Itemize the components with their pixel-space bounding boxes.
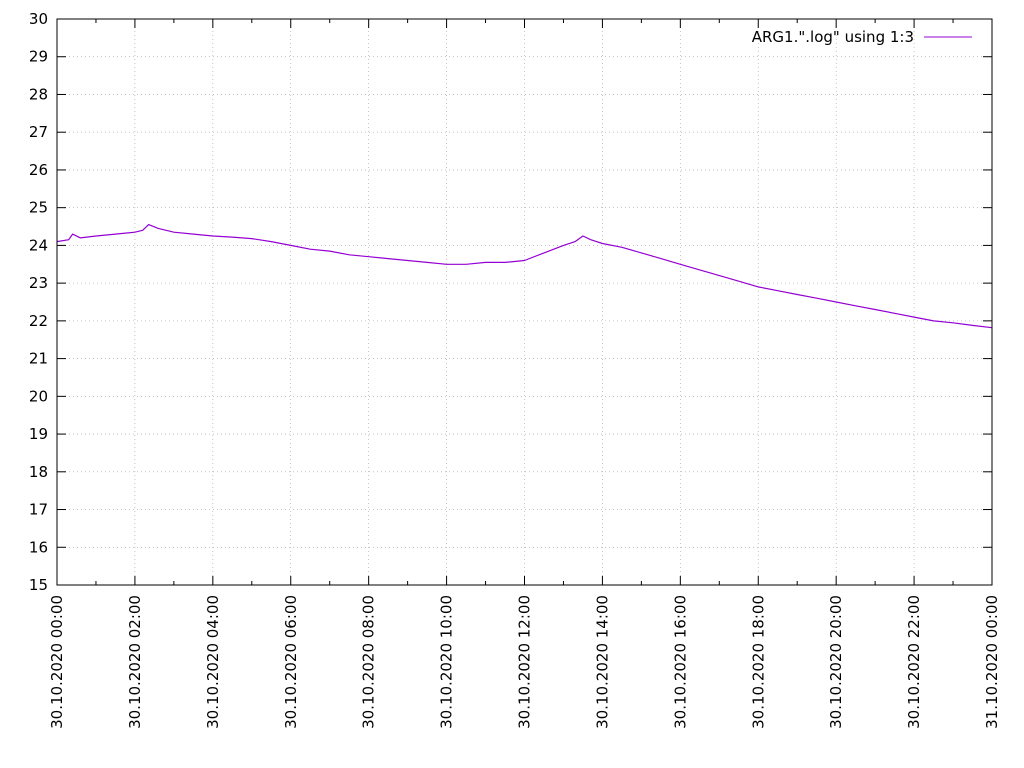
grid-lines bbox=[57, 19, 992, 585]
x-tick-label: 30.10.2020 10:00 bbox=[438, 595, 456, 729]
y-tick-labels: 15 16 17 18 19 20 21 22 23 24 25 26 27 28 29 30 bbox=[29, 10, 48, 594]
legend: ARG1.".log" using 1:3 bbox=[752, 28, 972, 46]
x-tick-label: 30.10.2020 02:00 bbox=[126, 595, 144, 729]
x-tick-label: 30.10.2020 18:00 bbox=[749, 595, 767, 729]
y-tick-label: 18 bbox=[29, 463, 48, 481]
axis-ticks bbox=[56, 18, 993, 586]
y-tick-label: 29 bbox=[29, 48, 48, 66]
x-tick-label: 30.10.2020 14:00 bbox=[593, 595, 611, 729]
y-tick-label: 22 bbox=[29, 312, 48, 330]
x-tick-label: 30.10.2020 20:00 bbox=[827, 595, 845, 729]
x-tick-label: 30.10.2020 22:00 bbox=[905, 595, 923, 729]
y-tick-label: 19 bbox=[29, 425, 48, 443]
x-tick-label: 31.10.2020 00:00 bbox=[983, 595, 1001, 729]
y-tick-label: 20 bbox=[29, 387, 48, 405]
y-tick-label: 17 bbox=[29, 501, 48, 519]
x-tick-label: 30.10.2020 00:00 bbox=[48, 595, 66, 729]
y-tick-label: 30 bbox=[29, 10, 48, 28]
y-tick-label: 21 bbox=[29, 350, 48, 368]
y-tick-label: 16 bbox=[29, 538, 48, 556]
y-tick-label: 26 bbox=[29, 161, 48, 179]
x-tick-label: 30.10.2020 16:00 bbox=[671, 595, 689, 729]
y-tick-label: 25 bbox=[29, 199, 48, 217]
y-tick-label: 28 bbox=[29, 85, 48, 103]
x-tick-label: 30.10.2020 06:00 bbox=[282, 595, 300, 729]
x-tick-labels: 30.10.2020 00:00 30.10.2020 02:00 30.10.20… bbox=[48, 595, 1001, 729]
x-tick-label: 30.10.2020 04:00 bbox=[204, 595, 222, 729]
x-tick-label: 30.10.2020 08:00 bbox=[360, 595, 378, 729]
y-tick-label: 15 bbox=[29, 576, 48, 594]
series-line bbox=[56, 224, 993, 329]
legend-label: ARG1.".log" using 1:3 bbox=[752, 28, 914, 46]
series-layer bbox=[56, 224, 993, 329]
y-tick-label: 24 bbox=[29, 236, 48, 254]
y-tick-label: 27 bbox=[29, 123, 48, 141]
y-tick-label: 23 bbox=[29, 274, 48, 292]
x-tick-label: 30.10.2020 12:00 bbox=[516, 595, 534, 729]
